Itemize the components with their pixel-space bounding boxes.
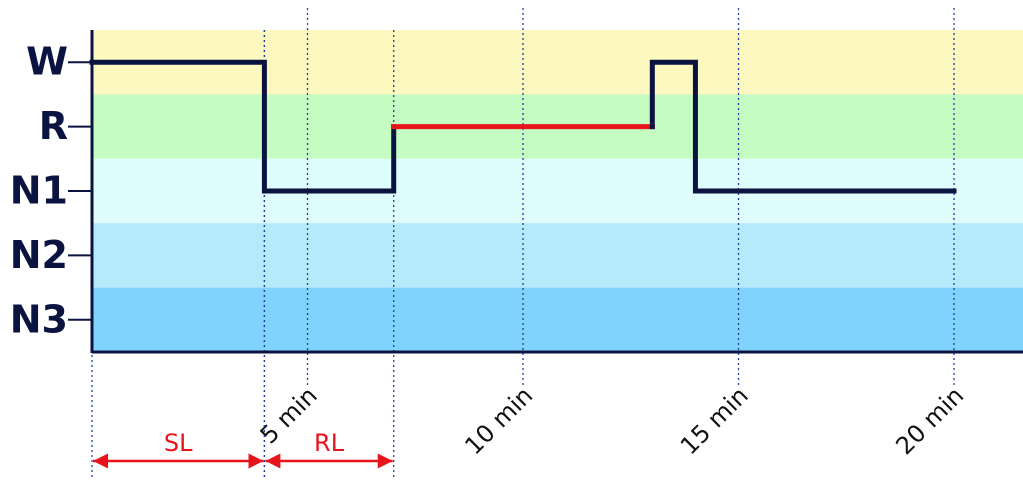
x-tick-label: 15 min	[675, 381, 754, 460]
annotation-label: SL	[164, 429, 193, 457]
annotation-label: RL	[314, 429, 345, 457]
hypnogram-line	[649, 59, 957, 194]
y-tick-label: R	[39, 104, 68, 148]
y-tick-label: N1	[10, 169, 68, 213]
x-tick-label: 20 min	[890, 381, 969, 460]
y-tick-label: W	[26, 40, 68, 84]
stage-band	[92, 223, 1023, 288]
x-tick-label: 10 min	[459, 381, 538, 460]
y-tick-label: N2	[10, 233, 68, 277]
y-tick-label: N3	[10, 297, 68, 341]
hypnogram-line	[89, 59, 397, 194]
stage-band	[92, 287, 1023, 352]
